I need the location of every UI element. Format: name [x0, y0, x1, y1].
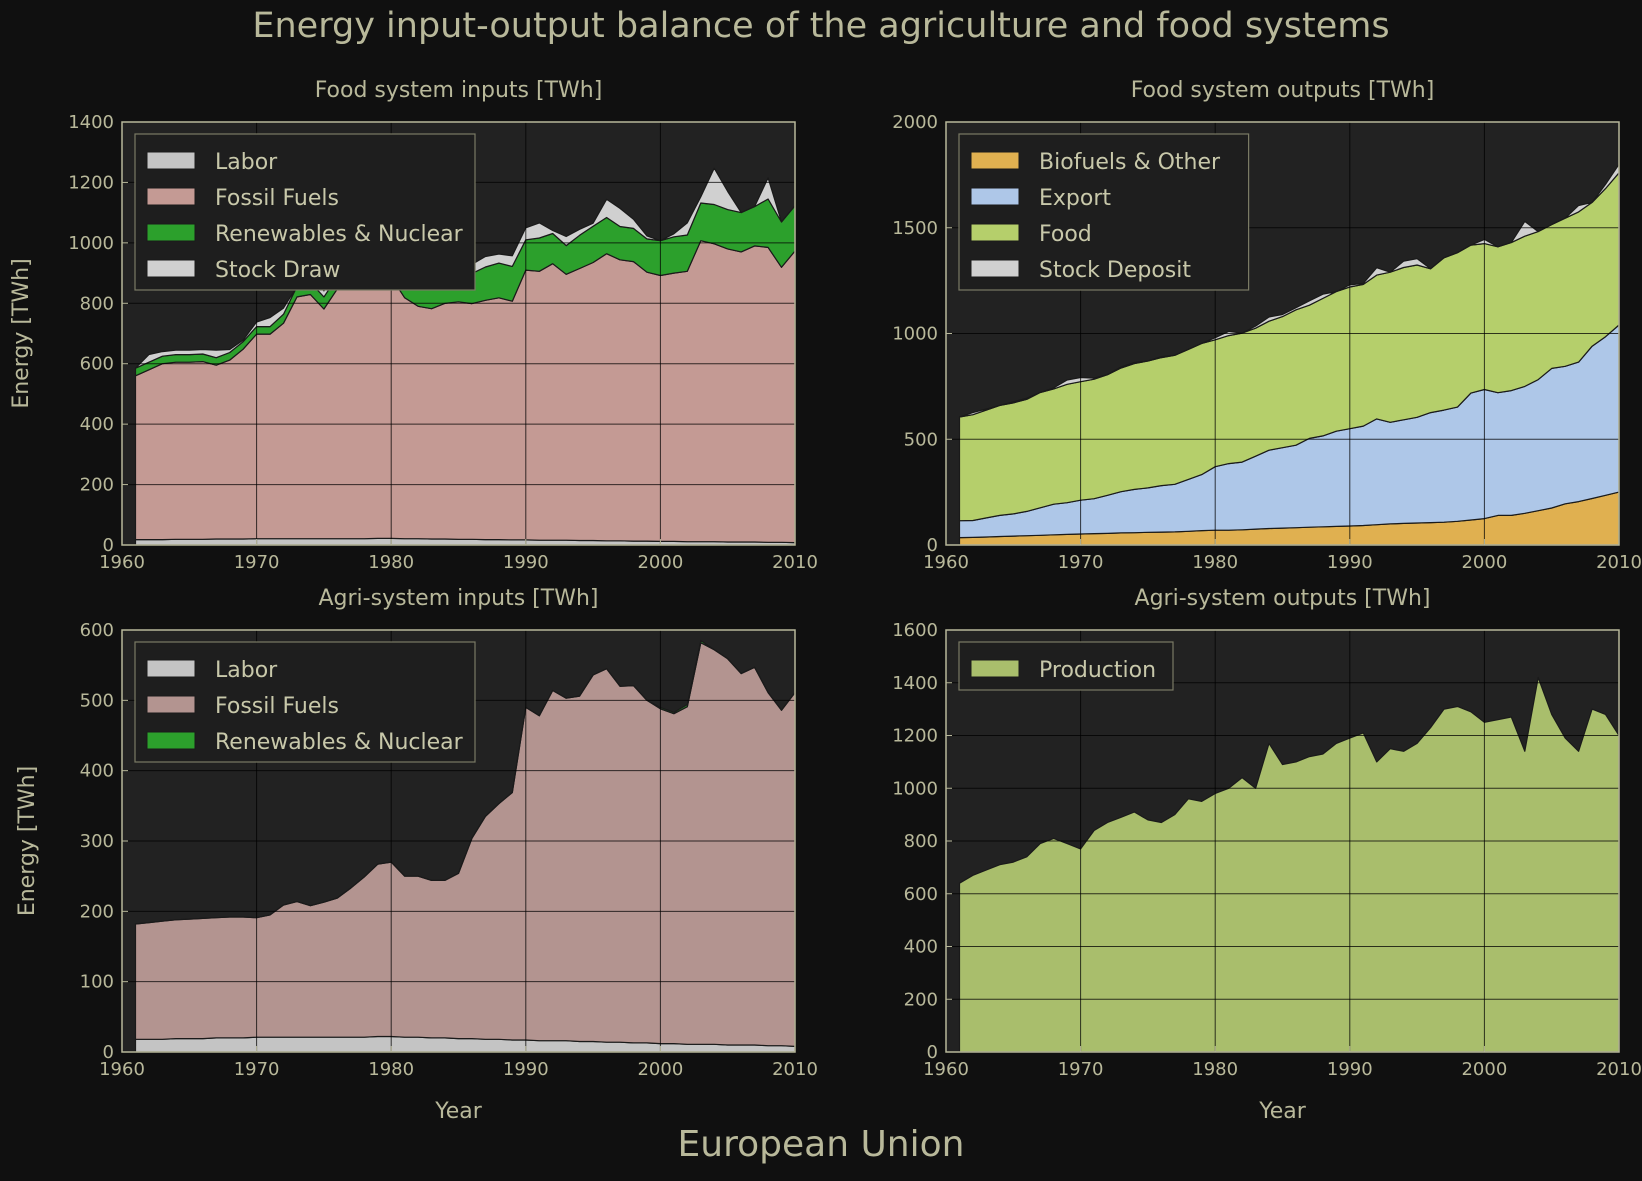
- x-tick-label: 1990: [1327, 552, 1373, 573]
- y-tick-label: 300: [80, 831, 114, 852]
- y-tick-label: 1000: [892, 324, 938, 345]
- panel-title: Food system inputs [TWh]: [315, 78, 603, 103]
- legend-swatch: [970, 187, 1020, 206]
- x-tick-label: 1990: [1327, 1059, 1373, 1080]
- panel-title: Agri-system outputs [TWh]: [1135, 586, 1431, 611]
- x-tick-label: 1960: [923, 552, 969, 573]
- y-tick-label: 1600: [892, 620, 938, 641]
- y-tick-label: 1400: [892, 673, 938, 694]
- y-tick-label: 2000: [892, 112, 938, 133]
- panel-food-outputs: 1960 1970 1980 1990 2000 2010 0 500 1000 1500 2000…: [892, 78, 1642, 573]
- y-tick-label: 200: [80, 475, 114, 496]
- panel-title: Food system outputs [TWh]: [1131, 78, 1435, 103]
- legend-swatch: [146, 223, 196, 242]
- plot-frame: [121, 121, 796, 546]
- legend-label: Production: [1039, 658, 1156, 683]
- y-tick-label: 500: [904, 429, 938, 450]
- y-tick-label: 100: [80, 972, 114, 993]
- x-tick-label: 1980: [1192, 552, 1238, 573]
- y-tick-label: 0: [103, 535, 114, 556]
- x-tick-label: 1990: [503, 1059, 549, 1080]
- legend-label: Renewables & Nuclear: [215, 222, 464, 247]
- legend-label: Fossil Fuels: [215, 694, 339, 719]
- y-tick-label: 1500: [892, 218, 938, 239]
- y-axis-label: Energy [TWh]: [9, 258, 34, 408]
- x-axis-label: Year: [1258, 1099, 1307, 1124]
- footer-title: European Union: [677, 1124, 965, 1165]
- legend: Production: [958, 641, 1174, 691]
- panel-agri-outputs: 1960 1970 1980 1990 2000 2010 0 200 400 600 800 100…: [892, 586, 1642, 1124]
- y-tick-label: 200: [904, 989, 938, 1010]
- y-tick-label: 1000: [68, 233, 114, 254]
- y-tick-label: 1000: [892, 778, 938, 799]
- panel-title: Agri-system inputs [TWh]: [319, 586, 599, 611]
- legend: Labor Fossil Fuels Renewables & Nuclear: [134, 641, 476, 763]
- legend-label: Biofuels & Other: [1039, 150, 1221, 175]
- legend-label: Labor: [215, 658, 278, 683]
- legend-swatch: [970, 259, 1020, 278]
- legend-swatch: [146, 259, 196, 278]
- legend: Biofuels & Other Export Food Stock Deposit: [958, 133, 1250, 291]
- y-tick-label: 600: [904, 884, 938, 905]
- x-tick-label: 2010: [1596, 1059, 1642, 1080]
- x-tick-label: 1960: [99, 1059, 145, 1080]
- legend-label: Food: [1039, 222, 1092, 247]
- y-tick-label: 600: [80, 354, 114, 375]
- x-tick-label: 1970: [1058, 1059, 1104, 1080]
- legend-swatch: [146, 187, 196, 206]
- y-tick-label: 0: [103, 1042, 114, 1063]
- legend-label: Export: [1039, 186, 1111, 211]
- x-tick-label: 1980: [368, 552, 414, 573]
- x-tick-label: 2000: [637, 552, 683, 573]
- legend-swatch: [970, 223, 1020, 242]
- legend-swatch: [970, 659, 1020, 678]
- x-tick-label: 1980: [368, 1059, 414, 1080]
- legend: Labor Fossil Fuels Renewables & Nuclear Sto…: [134, 133, 476, 291]
- y-tick-label: 800: [904, 831, 938, 852]
- panel-agri-inputs: 1960 1970 1980 1990 2000 2010 0 100 200 300 400 500…: [15, 586, 818, 1124]
- x-axis-label: Year: [434, 1099, 483, 1124]
- x-tick-label: 1970: [1058, 552, 1104, 573]
- x-tick-label: 2000: [1461, 1059, 1507, 1080]
- legend-label: Renewables & Nuclear: [215, 730, 464, 755]
- x-tick-label: 1970: [234, 552, 280, 573]
- legend-label: Stock Draw: [215, 258, 340, 283]
- legend-label: Labor: [215, 150, 278, 175]
- legend-swatch: [146, 659, 196, 678]
- x-tick-label: 1960: [99, 552, 145, 573]
- x-tick-label: 2000: [1461, 552, 1507, 573]
- legend-swatch: [146, 731, 196, 750]
- x-tick-label: 2010: [1596, 552, 1642, 573]
- x-tick-label: 1960: [923, 1059, 969, 1080]
- legend-label: Stock Deposit: [1039, 258, 1191, 283]
- y-axis-label: Energy [TWh]: [15, 766, 40, 916]
- y-tick-label: 400: [904, 937, 938, 958]
- y-tick-label: 400: [80, 414, 114, 435]
- y-tick-label: 0: [927, 535, 938, 556]
- y-tick-label: 1200: [892, 726, 938, 747]
- y-tick-label: 500: [80, 690, 114, 711]
- x-tick-label: 2000: [637, 1059, 683, 1080]
- x-tick-label: 2010: [772, 552, 818, 573]
- legend-label: Fossil Fuels: [215, 186, 339, 211]
- y-tick-label: 0: [927, 1042, 938, 1063]
- main-title: Energy input-output balance of the agric…: [252, 6, 1390, 46]
- legend-swatch: [970, 151, 1020, 170]
- x-tick-label: 1970: [234, 1059, 280, 1080]
- y-tick-label: 400: [80, 761, 114, 782]
- legend-swatch: [146, 695, 196, 714]
- y-tick-label: 800: [80, 293, 114, 314]
- x-tick-label: 1980: [1192, 1059, 1238, 1080]
- x-tick-label: 2010: [772, 1059, 818, 1080]
- x-tick-label: 1990: [503, 552, 549, 573]
- legend-swatch: [146, 151, 196, 170]
- y-tick-label: 1400: [68, 112, 114, 133]
- y-tick-label: 600: [80, 620, 114, 641]
- panel-food-inputs: 1960 1970 1980 1990 2000 2010 0 200 400 600 800 100…: [9, 78, 818, 573]
- y-tick-label: 200: [80, 901, 114, 922]
- y-tick-label: 1200: [68, 172, 114, 193]
